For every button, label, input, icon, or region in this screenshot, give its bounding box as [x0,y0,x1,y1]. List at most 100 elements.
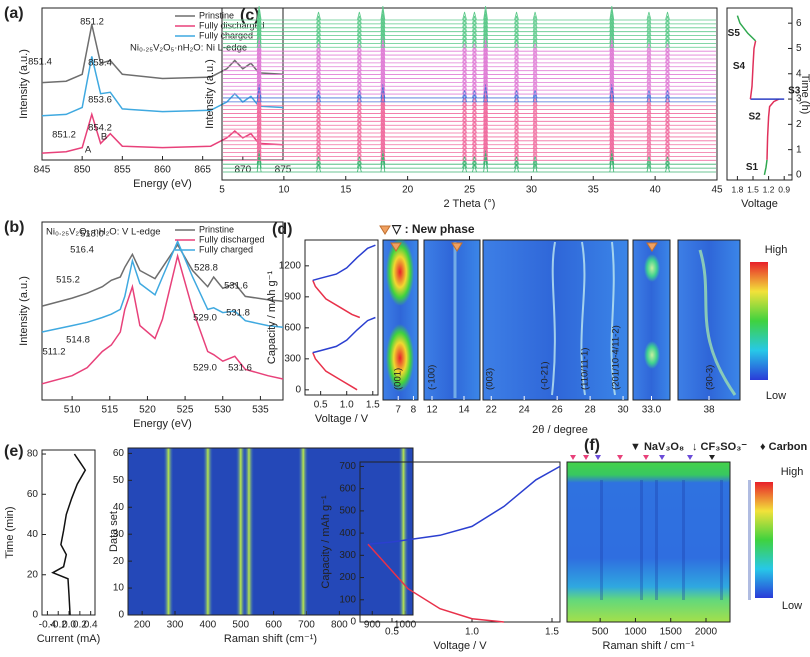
y-tick-label: 40 [113,502,125,513]
x-tick-label: 5 [219,185,225,196]
pattern-peak [256,83,262,99]
pattern-peak [256,99,262,114]
x-tick-label: 0.9 [778,184,790,194]
peak-marker [687,455,693,460]
peak-label: 531.6 [224,281,248,292]
pattern-peak [609,33,615,48]
pattern-peak [532,15,538,24]
pattern-peak [609,130,615,145]
x-tick-label: 865 [194,165,211,176]
data-line [41,239,284,333]
x-tick-label: 35 [588,185,600,196]
y-tick-label: 3 [796,94,802,105]
pattern-peak [256,56,262,71]
y-tick-label: 0 [32,610,38,621]
x-tick-label: 515 [101,405,118,416]
pattern-peak [380,111,386,126]
pattern-peak [256,13,262,28]
pattern-peak [256,17,262,32]
peak-label: 853.4 [88,58,112,69]
heat-band [243,448,254,615]
data-line [736,15,757,42]
x-tick-label: 0.5 [314,400,328,411]
y-axis-label: Intensity (a.u.) [204,59,216,129]
y-tick-label: 700 [339,461,356,472]
plot-frame [726,7,793,181]
pattern-peak [483,99,488,114]
y-tick-label: 200 [339,572,356,583]
y-tick-label: 500 [339,506,356,517]
pattern-peak [380,142,386,157]
x-tick-label: 1.8 [731,184,743,194]
data-line [367,465,561,545]
pattern-peak [256,95,262,110]
pattern-peak [256,76,262,91]
y-tick-label: 600 [339,483,356,494]
pattern-peak [256,79,262,95]
reflection-label: (001) [393,368,404,390]
pattern-peak [483,33,488,48]
x-tick-label: -0.2 [50,620,68,631]
pattern-peak [256,118,262,134]
pattern-peak [256,37,262,52]
heat-blob [644,254,660,282]
y-tick-label: 5 [796,43,802,54]
pattern-peak [609,76,615,91]
pattern-peak [380,138,386,153]
pattern-peak [380,72,386,87]
pattern-peak [256,44,262,60]
pattern-peak [483,60,488,75]
pattern-peak [483,25,488,40]
pattern-peak [380,76,386,91]
y-axis-label: Data set [108,511,120,552]
y-tick-label: 900 [284,291,301,302]
pattern-peak [609,21,615,36]
pattern-peak [609,111,615,126]
pattern-peak [356,15,362,24]
y-tick-label: 0 [118,610,124,621]
pattern-peak [483,72,488,87]
x-tick-label: 33.0 [642,405,662,416]
pattern-peak [380,5,386,21]
stage-label: S5 [728,28,741,39]
peak-marker [709,455,715,460]
x-tick-label: 8 [411,405,417,416]
heat-band [298,448,309,615]
pattern-peak [483,76,488,91]
colorbar-label: Low [766,390,786,402]
pattern-peak [609,37,615,52]
pattern-peak [609,134,615,149]
pattern-peak [609,91,615,106]
pattern-peak [609,99,615,114]
legend-label: ↓ CF₃SO₃⁻ [692,441,747,453]
x-tick-label: 870 [234,165,251,176]
peak-marker [570,455,576,460]
heat-streak [610,241,616,396]
heatmap-segment [482,239,629,401]
data-line [41,111,284,154]
peak-label: 511.2 [42,347,65,358]
heat-stripe [682,480,685,600]
x-tick-label: 7 [395,405,401,416]
pattern-peak [483,118,488,134]
x-tick-label: 15 [340,185,352,196]
heat-blob [386,238,414,306]
pattern-peak [609,157,615,173]
pattern-peak [256,21,262,36]
peak-label: 853.6 [88,95,112,106]
panel-title: Ni₀.₂₅V₂O₅·nH₂O: Ni L-edge [130,43,247,54]
pattern-peak [256,138,262,153]
x-tick-label: 30 [526,185,538,196]
y-tick-label: 10 [113,583,125,594]
pattern-peak [609,107,615,122]
pattern-peak [514,11,519,21]
pattern-peak [256,33,262,48]
x-tick-label: 1.5 [545,627,559,638]
y-axis-label: Time (min) [4,506,16,558]
pattern-peak [483,79,488,95]
x-tick-label: 25 [464,185,476,196]
pattern-peak [483,9,488,24]
panel-label: (f) [584,437,600,454]
pattern-peak [609,83,615,99]
pattern-peak [380,44,386,60]
